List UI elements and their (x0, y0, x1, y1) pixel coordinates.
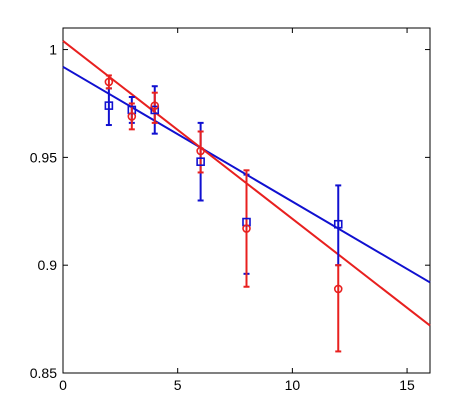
data-markers (104, 77, 343, 294)
y-axis: 0.85 0.9 0.95 1 (30, 42, 430, 381)
y-tick-label: 0.85 (30, 365, 57, 381)
data-point-square (104, 101, 114, 110)
data-point-circle (104, 77, 114, 87)
x-tick-label: 0 (59, 377, 67, 393)
x-axis: 0 5 10 15 (59, 28, 415, 393)
data-point-circle (242, 224, 251, 233)
data-point-circle (127, 112, 137, 121)
y-tick-label: 0.9 (38, 257, 58, 273)
x-tick-label: 5 (174, 377, 182, 393)
data-point-square (196, 157, 205, 166)
x-tick-label: 10 (285, 377, 301, 393)
data-point-square (333, 219, 343, 229)
error-bars (105, 74, 342, 353)
x-tick-label: 15 (399, 377, 415, 393)
data-point-circle (150, 101, 160, 110)
y-tick-label: 0.95 (30, 149, 57, 165)
y-tick-label: 1 (49, 42, 57, 58)
data-point-circle (196, 146, 205, 156)
data-point-circle (333, 284, 343, 294)
data-point-square (150, 105, 160, 115)
